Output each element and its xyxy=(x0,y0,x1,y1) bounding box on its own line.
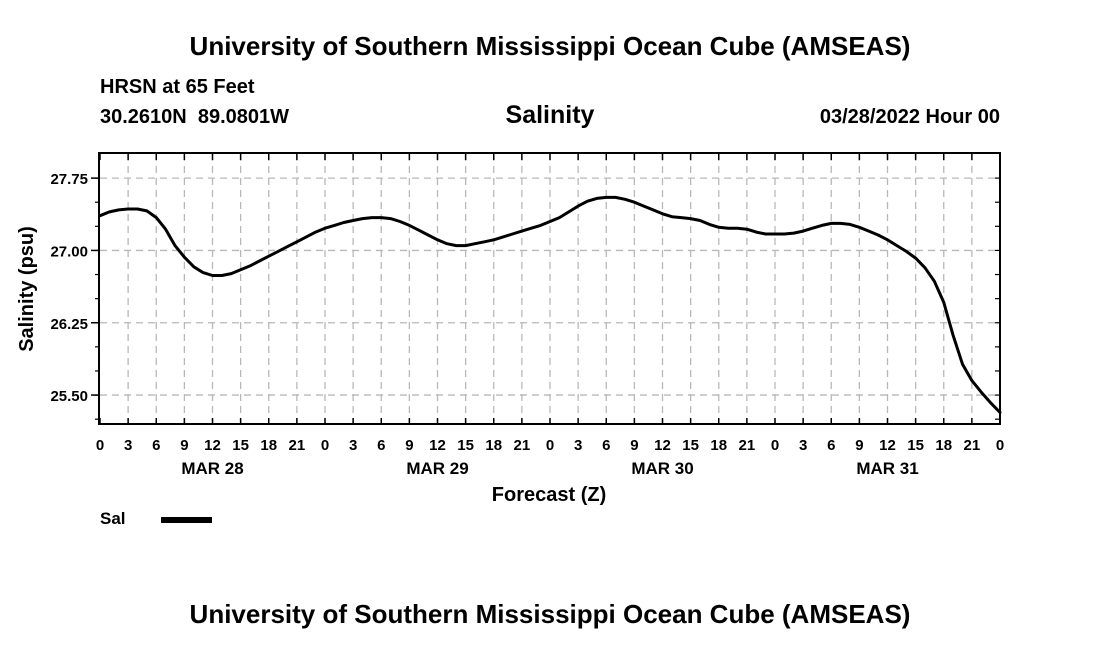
x-tick-label: 18 xyxy=(710,437,727,454)
x-tick-label: 12 xyxy=(879,437,896,454)
legend-swatch xyxy=(161,517,212,523)
station-label: HRSN at 65 Feet xyxy=(100,76,255,98)
x-tick-label: 3 xyxy=(124,437,132,454)
axis-ticks xyxy=(91,154,1001,424)
x-tick-label: 3 xyxy=(574,437,582,454)
x-tick-label: 3 xyxy=(799,437,807,454)
coordinates-label: 30.2610N 89.0801W xyxy=(100,106,290,128)
x-tick-label: 21 xyxy=(739,437,756,454)
x-tick-label: 9 xyxy=(405,437,413,454)
x-tick-label: 12 xyxy=(654,437,671,454)
axis-labels: 0 3 6 9 12 15 18 21 0 3 6 9 12 15 18 21 0 3 6 9 12 15 18 21 0 3 6 9… xyxy=(50,171,1004,478)
x-tick-label: 15 xyxy=(682,437,699,454)
grid-lines xyxy=(100,154,1000,424)
x-tick-label: 18 xyxy=(485,437,502,454)
x-tick-label: 9 xyxy=(630,437,638,454)
x-tick-label: 6 xyxy=(152,437,160,454)
legend-label: Sal xyxy=(100,509,126,528)
y-tick-label: 27.75 xyxy=(50,171,88,188)
x-tick-label: 6 xyxy=(377,437,385,454)
y-tick-label: 27.00 xyxy=(50,243,88,260)
plot-title: Salinity xyxy=(505,101,595,129)
x-tick-label: 21 xyxy=(289,437,306,454)
x-tick-label: 3 xyxy=(349,437,357,454)
x-tick-label: 0 xyxy=(96,437,104,454)
x-tick-label: 9 xyxy=(855,437,863,454)
x-axis-title: Forecast (Z) xyxy=(492,484,606,506)
x-tick-label: 15 xyxy=(457,437,474,454)
x-tick-label: 0 xyxy=(546,437,554,454)
x-tick-label: 6 xyxy=(827,437,835,454)
page-title: University of Southern Mississippi Ocean… xyxy=(189,31,911,61)
day-label: MAR 31 xyxy=(856,459,918,478)
x-tick-label: 0 xyxy=(321,437,329,454)
y-axis-title: Salinity (psu) xyxy=(16,226,38,352)
x-tick-label: 18 xyxy=(260,437,277,454)
x-tick-label: 21 xyxy=(964,437,981,454)
plot-frame xyxy=(98,152,1001,425)
day-label: MAR 29 xyxy=(406,459,468,478)
y-tick-label: 25.50 xyxy=(50,388,88,405)
day-label: MAR 30 xyxy=(631,459,693,478)
x-tick-label: 0 xyxy=(996,437,1004,454)
x-tick-label: 12 xyxy=(429,437,446,454)
x-tick-label: 9 xyxy=(180,437,188,454)
series-line-sal xyxy=(98,195,1002,414)
forecast-datetime: 03/28/2022 Hour 00 xyxy=(819,106,1000,128)
day-label: MAR 28 xyxy=(181,459,243,478)
x-tick-label: 21 xyxy=(514,437,531,454)
x-tick-label: 0 xyxy=(771,437,779,454)
x-tick-label: 18 xyxy=(935,437,952,454)
y-tick-label: 26.25 xyxy=(50,316,88,333)
x-tick-label: 12 xyxy=(204,437,221,454)
x-tick-label: 6 xyxy=(602,437,610,454)
series-layer xyxy=(98,195,1002,414)
x-tick-label: 15 xyxy=(232,437,249,454)
footer-title: University of Southern Mississippi Ocean… xyxy=(189,599,911,629)
x-tick-label: 15 xyxy=(907,437,924,454)
